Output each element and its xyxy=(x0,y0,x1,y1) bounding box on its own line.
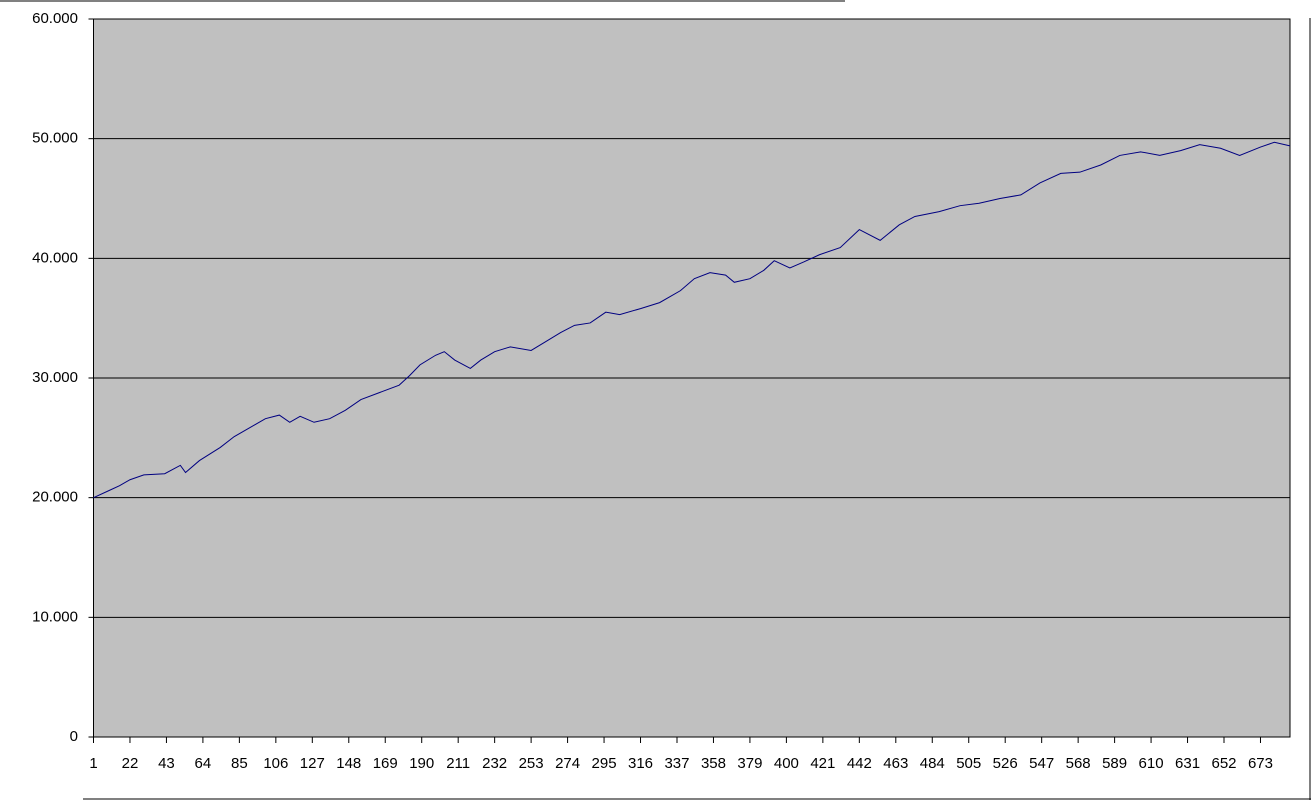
x-tick-label: 652 xyxy=(1211,755,1236,772)
x-tick-label: 400 xyxy=(774,755,799,772)
x-tick-label: 526 xyxy=(993,755,1018,772)
y-tick-label: 60.000 xyxy=(32,10,78,27)
x-tick-label: 127 xyxy=(300,755,325,772)
x-tick-label: 295 xyxy=(592,755,617,772)
x-tick-label: 316 xyxy=(628,755,653,772)
x-tick-label: 358 xyxy=(701,755,726,772)
x-tick-label: 610 xyxy=(1139,755,1164,772)
x-tick-label: 1 xyxy=(89,755,97,772)
y-tick-label: 10.000 xyxy=(32,608,78,625)
x-tick-label: 148 xyxy=(336,755,361,772)
x-tick-label: 463 xyxy=(883,755,908,772)
x-tick-label: 505 xyxy=(956,755,981,772)
x-tick-label: 484 xyxy=(920,755,945,772)
x-tick-label: 568 xyxy=(1066,755,1091,772)
y-tick-label: 40.000 xyxy=(32,249,78,266)
x-tick-label: 232 xyxy=(482,755,507,772)
x-tick-label: 337 xyxy=(664,755,689,772)
x-tick-label: 85 xyxy=(231,755,248,772)
x-tick-label: 442 xyxy=(847,755,872,772)
x-tick-label: 274 xyxy=(555,755,580,772)
data-line xyxy=(93,141,1291,499)
x-tick-label: 169 xyxy=(373,755,398,772)
x-tick-label: 190 xyxy=(409,755,434,772)
x-tick-label: 64 xyxy=(195,755,212,772)
y-tick-label: 50.000 xyxy=(32,130,78,147)
x-tick-label: 43 xyxy=(158,755,175,772)
y-tick-label: 20.000 xyxy=(32,489,78,506)
x-tick-label: 379 xyxy=(737,755,762,772)
x-tick-label: 106 xyxy=(263,755,288,772)
x-tick-label: 22 xyxy=(122,755,139,772)
x-tick-label: 211 xyxy=(446,755,470,772)
x-tick-label: 253 xyxy=(519,755,544,772)
x-tick-label: 547 xyxy=(1029,755,1054,772)
x-tick-label: 673 xyxy=(1248,755,1273,772)
x-tick-label: 631 xyxy=(1175,755,1200,772)
y-tick-label: 0 xyxy=(70,728,78,745)
x-tick-label: 589 xyxy=(1102,755,1127,772)
y-tick-label: 30.000 xyxy=(32,369,78,386)
x-tick-label: 421 xyxy=(810,755,835,772)
